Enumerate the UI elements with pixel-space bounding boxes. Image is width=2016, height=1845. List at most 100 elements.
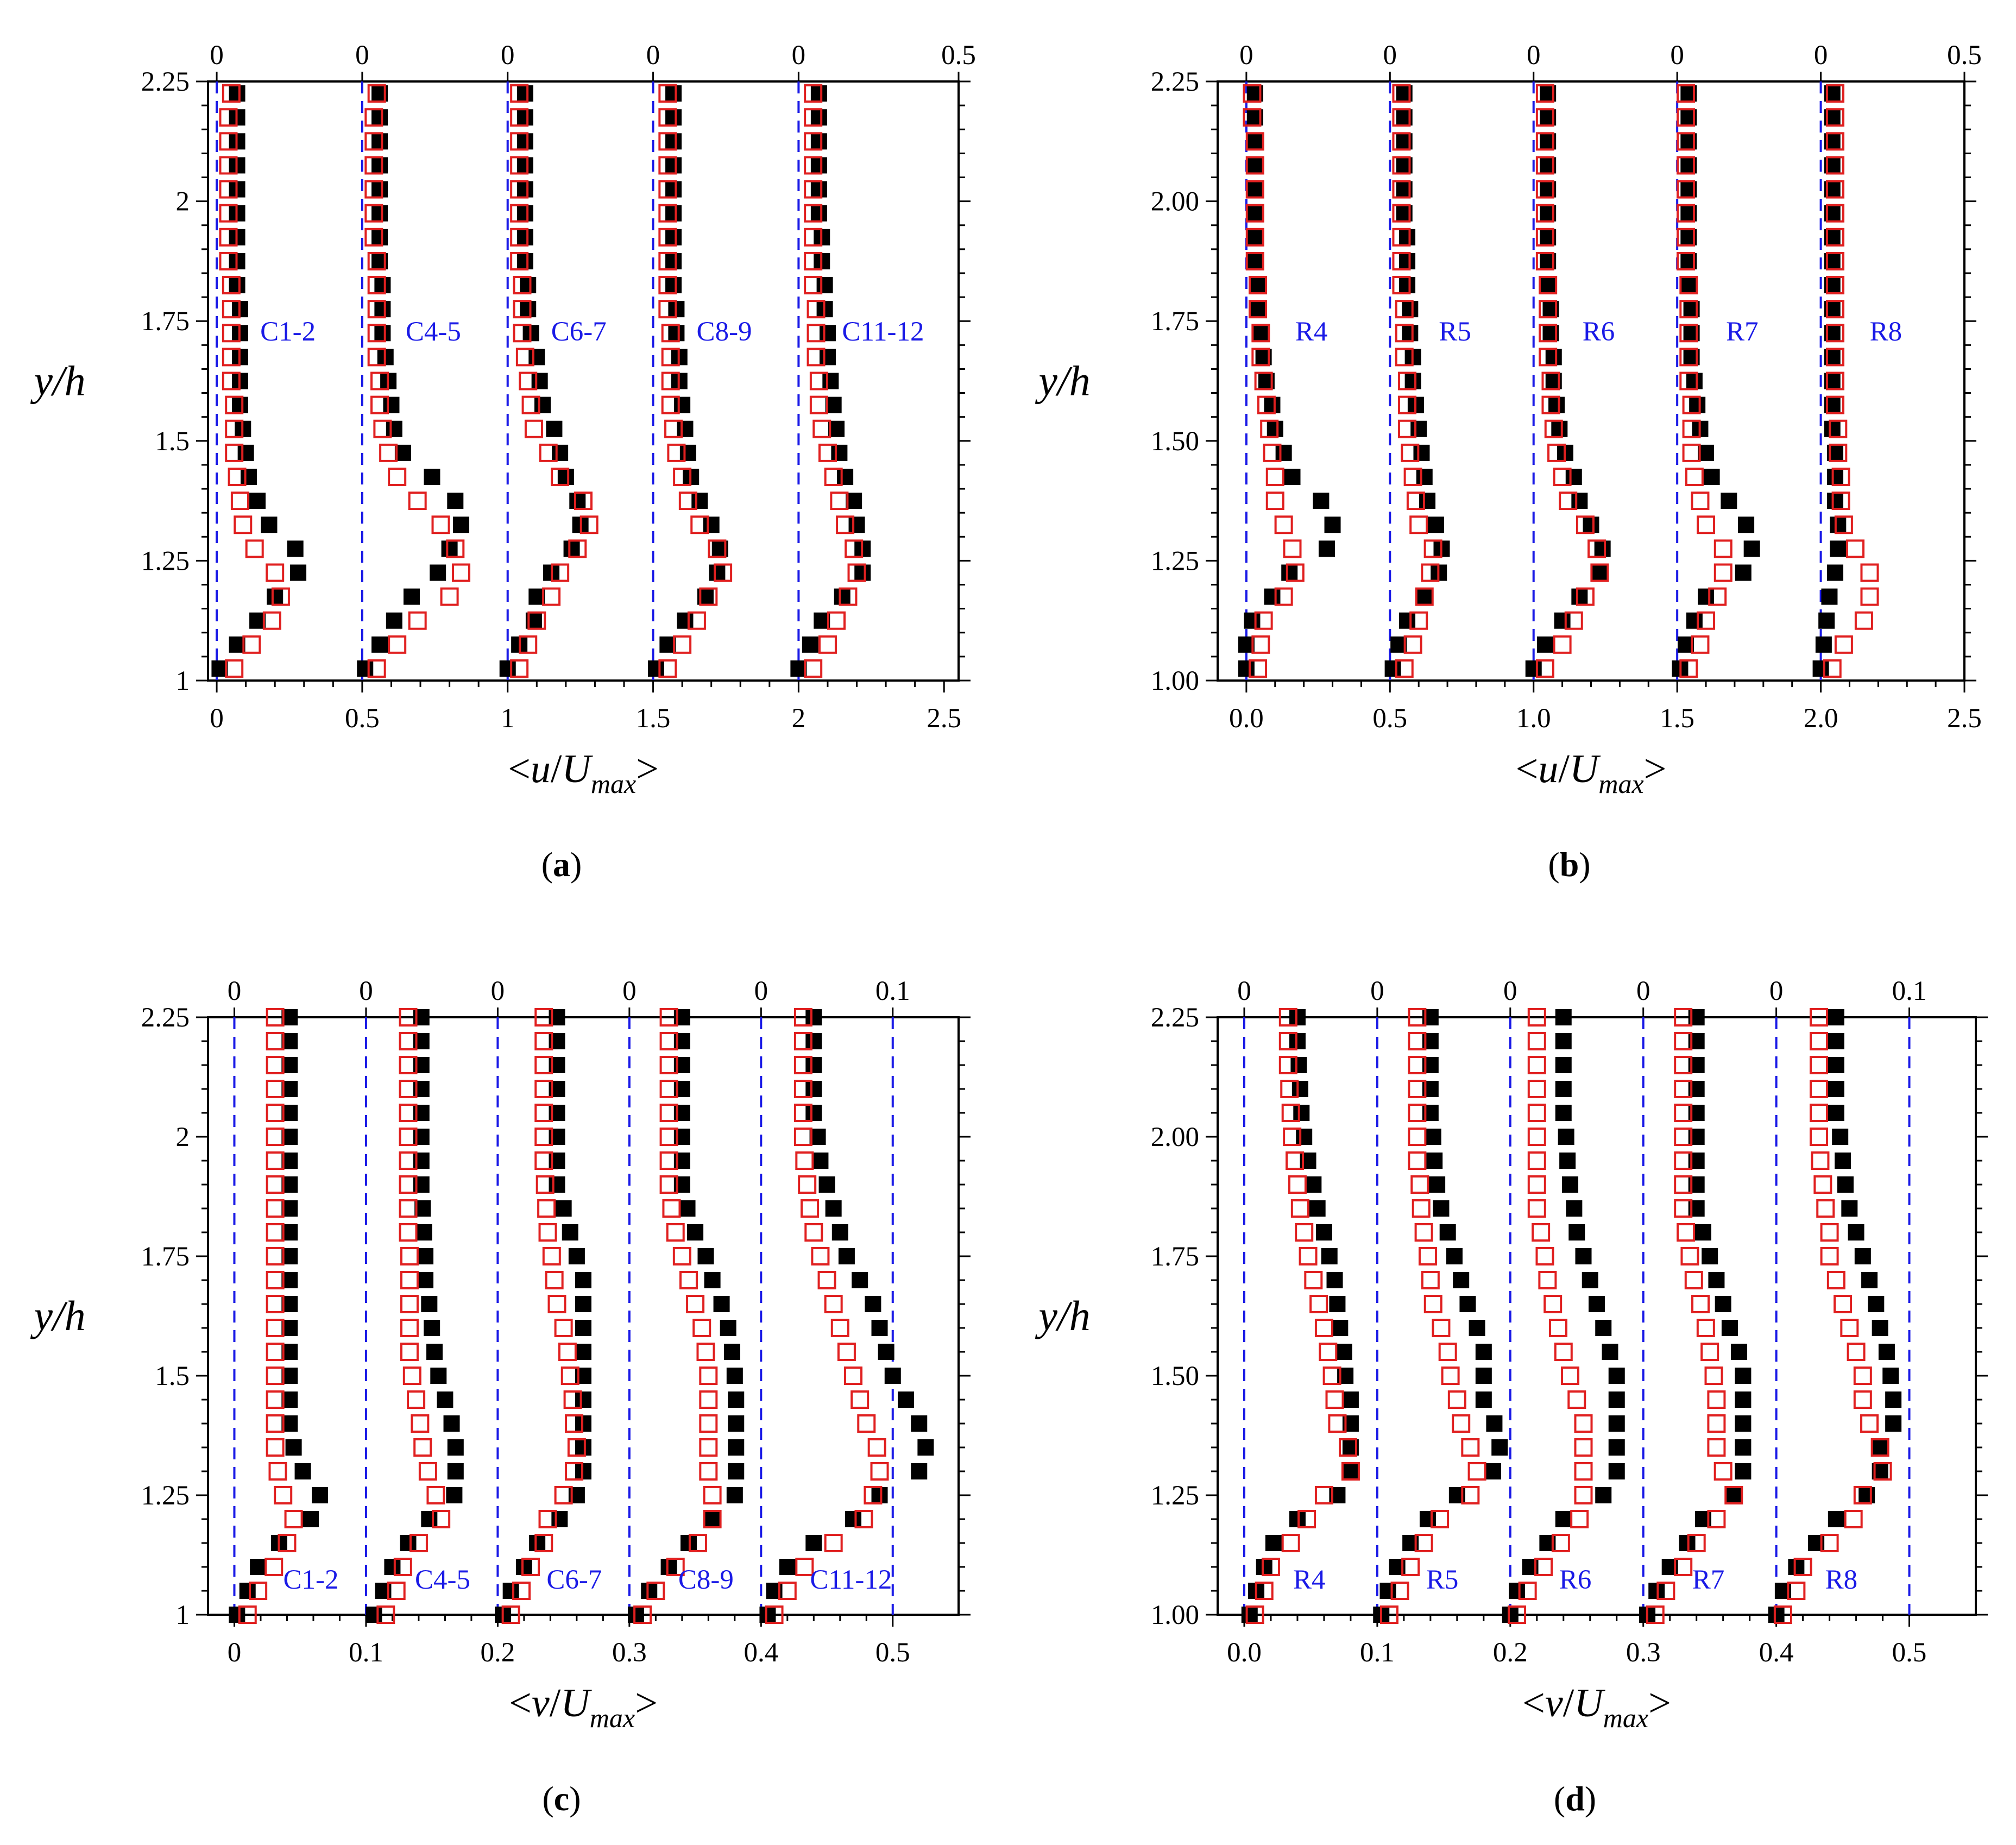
open-marker (225, 443, 244, 462)
y-axis-label: y/h (1035, 1292, 1090, 1339)
filled-marker (1583, 517, 1599, 533)
open-marker (367, 659, 386, 678)
open-marker (1713, 563, 1732, 582)
filled-marker (1872, 1439, 1888, 1456)
filled-marker (845, 1511, 862, 1527)
open-marker (1398, 395, 1417, 414)
filled-marker (1246, 181, 1263, 198)
filled-marker (1837, 1176, 1854, 1193)
open-marker (1679, 276, 1698, 295)
filled-marker (1591, 564, 1608, 581)
open-marker (1674, 1151, 1693, 1170)
open-marker (1290, 1199, 1309, 1218)
open-marker (699, 1390, 718, 1409)
open-marker (1401, 1558, 1420, 1576)
open-marker (1810, 1104, 1829, 1122)
filled-marker (371, 181, 388, 198)
filled-marker (812, 1153, 829, 1169)
filled-marker (810, 109, 827, 126)
open-marker (1249, 300, 1268, 319)
filled-marker (1648, 1583, 1665, 1599)
open-marker (658, 251, 677, 270)
y-tick-label: 1.50 (1151, 426, 1199, 457)
case-label: C11-12 (810, 1565, 892, 1595)
filled-marker (1548, 396, 1565, 413)
open-marker (1820, 1534, 1839, 1552)
x-tick-label: 1.5 (1660, 703, 1694, 734)
open-marker (399, 1223, 418, 1242)
open-marker (266, 563, 285, 582)
panel-b: 1.00 1.25 1.50 1.75 2.00 2.25 0.0 0.5 1.0 1.5 2.0 2… (1035, 40, 1982, 884)
open-marker (659, 1128, 678, 1146)
open-marker (1398, 371, 1417, 391)
filled-marker (1694, 1224, 1711, 1241)
open-marker (1392, 84, 1411, 103)
top-tick-label: 0 (1527, 40, 1541, 71)
filled-marker (1402, 301, 1419, 318)
filled-marker (366, 1607, 382, 1623)
open-marker (836, 515, 855, 534)
open-marker (687, 611, 706, 630)
y-axis-label: y/h (1035, 357, 1090, 405)
open-marker (1243, 84, 1262, 103)
filled-marker (1686, 373, 1703, 389)
top-tick-label: 0 (1383, 40, 1397, 71)
open-marker (795, 1558, 814, 1576)
open-marker (1587, 539, 1606, 558)
filled-marker (1399, 277, 1416, 294)
filled-marker (1721, 493, 1737, 509)
filled-marker (424, 1320, 440, 1336)
open-marker (534, 1008, 553, 1027)
open-marker (574, 492, 593, 511)
open-marker (857, 1414, 876, 1433)
open-marker (1534, 1558, 1553, 1576)
open-marker (519, 635, 538, 654)
open-marker (1281, 1104, 1300, 1122)
y-tick-label: 2 (176, 187, 190, 217)
open-marker (364, 132, 383, 151)
filled-marker (575, 1320, 591, 1336)
filled-marker (415, 1224, 432, 1241)
open-marker (1829, 419, 1848, 438)
open-marker (1319, 1343, 1338, 1361)
open-marker (364, 156, 383, 175)
filled-marker (831, 1224, 848, 1241)
filled-marker (374, 301, 391, 318)
open-marker (1527, 1199, 1546, 1218)
filled-marker (424, 468, 440, 485)
filled-marker (1315, 1224, 1332, 1241)
panel-a: 1 1.25 1.5 1.75 2 2.25 0 0.5 1 1.5 2 2.5 0 0 0 0 0 0.5 C1-… (30, 40, 976, 884)
open-marker (1834, 515, 1853, 534)
filled-marker (1426, 1153, 1443, 1169)
open-marker (1409, 611, 1428, 630)
open-marker (661, 348, 680, 367)
open-marker (1826, 108, 1845, 127)
open-marker (1704, 1367, 1723, 1385)
top-tick-label: 0 (1239, 40, 1253, 71)
open-marker (1561, 1367, 1580, 1385)
open-marker (264, 1558, 284, 1576)
open-marker (1467, 1462, 1486, 1481)
filled-marker (371, 109, 388, 126)
filled-marker (641, 1583, 658, 1599)
open-marker (793, 1008, 812, 1027)
open-marker (804, 156, 823, 175)
x-tick-label: 0.5 (1372, 703, 1407, 734)
filled-marker (1551, 420, 1568, 437)
panel-c: 1 1.25 1.5 1.75 2 2.25 0 0.1 0.2 0.3 0.4 0.5 0 0 0 0 0 0.… (30, 976, 971, 1818)
open-marker (1691, 635, 1710, 654)
open-marker (388, 467, 407, 486)
open-marker (367, 276, 386, 295)
filled-marker (1256, 1559, 1272, 1575)
open-marker (547, 1295, 566, 1313)
filled-marker (805, 1033, 822, 1049)
x-tick-label: 0.2 (481, 1638, 515, 1668)
open-marker (545, 1271, 564, 1289)
filled-marker (805, 1105, 822, 1121)
open-marker (1314, 1486, 1333, 1504)
open-marker (1461, 1486, 1480, 1504)
open-marker (266, 1056, 285, 1074)
filled-marker (1735, 1463, 1752, 1479)
open-marker (1309, 1295, 1328, 1313)
